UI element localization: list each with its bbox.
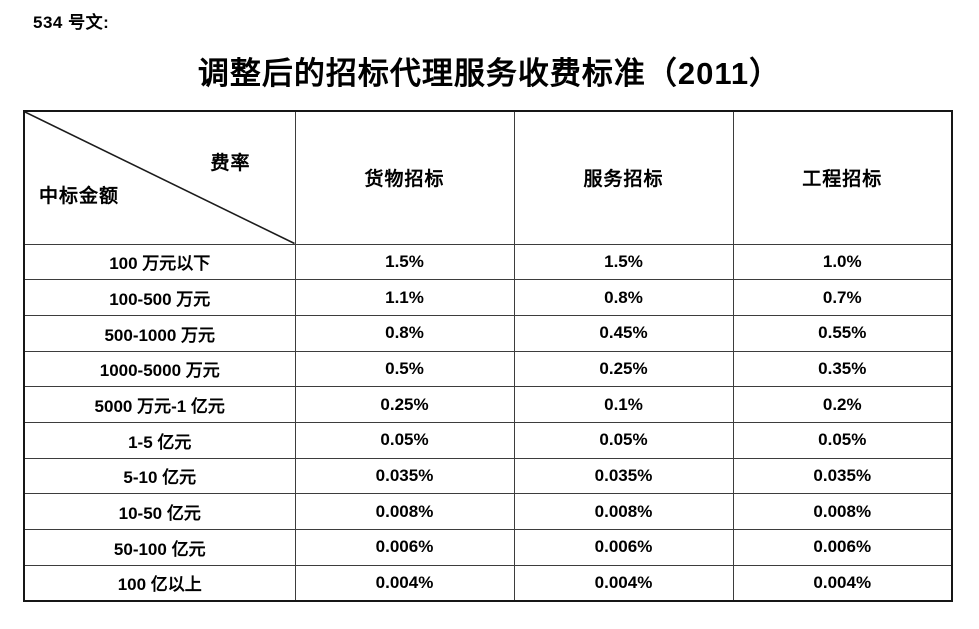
rate-service: 0.25% [513,350,734,388]
corner-header-cell: 费率 中标金额 [23,110,296,245]
rate-service: 0.035% [513,457,734,495]
table-row: 100 亿以上 0.004% 0.004% 0.004% [23,564,953,602]
rate-engineering: 0.004% [732,564,953,602]
col-header-service-bidding: 服务招标 [513,110,734,245]
amount-range-label: 1-5 亿元 [23,421,296,459]
table-body: 100 万元以下 1.5% 1.5% 1.0% 100-500 万元 1.1% … [23,243,953,602]
table-row: 50-100 亿元 0.006% 0.006% 0.006% [23,529,953,566]
rate-goods: 0.5% [294,350,515,388]
rate-service: 0.1% [513,386,734,423]
rate-goods: 0.035% [294,457,515,495]
corner-label-rate: 费率 [210,153,251,174]
rate-goods: 0.05% [294,421,515,459]
table-row: 500-1000 万元 0.8% 0.45% 0.55% [23,314,953,352]
table-row: 5-10 亿元 0.035% 0.035% 0.035% [23,457,953,495]
table-row: 100 万元以下 1.5% 1.5% 1.0% [23,243,953,281]
amount-range-label: 5000 万元-1 亿元 [23,386,296,423]
amount-range-label: 500-1000 万元 [23,314,296,352]
rate-goods: 0.8% [294,314,515,352]
rate-goods: 0.008% [294,493,515,530]
rate-service: 0.05% [513,421,734,459]
amount-range-label: 10-50 亿元 [23,493,296,530]
rate-service: 0.004% [513,564,734,602]
header-row: 费率 中标金额 货物招标 服务招标 工程招标 [23,110,953,245]
rate-engineering: 0.2% [732,386,953,423]
table-row: 5000 万元-1 亿元 0.25% 0.1% 0.2% [23,386,953,423]
rate-goods: 0.004% [294,564,515,602]
rate-service: 1.5% [513,243,734,281]
amount-range-label: 1000-5000 万元 [23,350,296,388]
col-header-goods-bidding: 货物招标 [294,110,515,245]
doc-number-label: 534 号文: [33,13,110,32]
page-title: 调整后的招标代理服务收费标准（2011） [197,56,782,91]
table-row: 10-50 亿元 0.008% 0.008% 0.008% [23,493,953,530]
corner-label-bid-amount: 中标金额 [39,185,120,207]
rate-engineering: 0.05% [732,421,953,459]
rate-goods: 1.5% [294,243,515,281]
rate-goods: 0.25% [294,386,515,423]
table-row: 1000-5000 万元 0.5% 0.25% 0.35% [23,350,953,388]
diagonal-divider-line [25,112,295,244]
rate-service: 0.008% [513,493,734,530]
col-header-engineering-bidding: 工程招标 [732,110,953,245]
amount-range-label: 50-100 亿元 [23,529,296,566]
table-row: 100-500 万元 1.1% 0.8% 0.7% [23,279,953,316]
amount-range-label: 100 万元以下 [23,243,296,281]
rate-engineering: 0.035% [732,457,953,495]
rate-service: 0.45% [513,314,734,352]
rate-engineering: 1.0% [732,243,953,281]
rate-engineering: 0.7% [732,279,953,316]
amount-range-label: 5-10 亿元 [23,457,296,495]
rate-goods: 0.006% [294,529,515,566]
table-row: 1-5 亿元 0.05% 0.05% 0.05% [23,421,953,459]
rate-engineering: 0.55% [732,314,953,352]
rate-goods: 1.1% [294,279,515,316]
fee-rate-table: 费率 中标金额 货物招标 服务招标 工程招标 100 万元以下 1.5% 1.5… [23,110,953,602]
rate-service: 0.006% [513,529,734,566]
rate-engineering: 0.006% [732,529,953,566]
rate-service: 0.8% [513,279,734,316]
amount-range-label: 100 亿以上 [23,564,296,602]
amount-range-label: 100-500 万元 [23,279,296,316]
rate-engineering: 0.35% [732,350,953,388]
rate-engineering: 0.008% [732,493,953,530]
